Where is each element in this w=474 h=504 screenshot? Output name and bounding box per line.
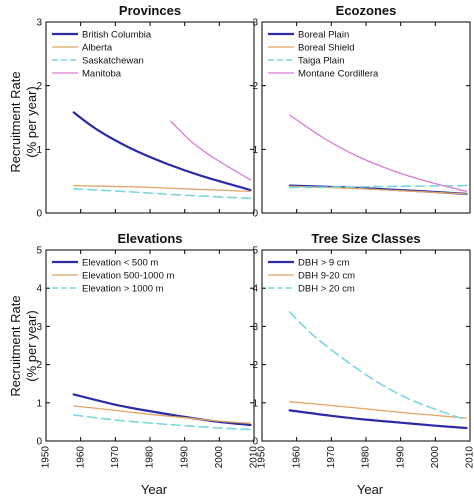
x-tick-label: 2010 <box>465 446 474 469</box>
legend-label: Elevation 500-1000 m <box>82 271 175 282</box>
series-line-elevation-1000-m <box>72 414 252 431</box>
legend-label: Elevation < 500 m <box>82 258 158 269</box>
series-line-manitoba <box>170 120 252 181</box>
x-tick-label: 1960 <box>75 446 86 469</box>
series-line-boreal-shield <box>289 185 468 195</box>
y-tick-label: 2 <box>36 360 42 371</box>
y-tick-label: 3 <box>252 18 258 29</box>
panel-title: Ecozones <box>336 3 397 18</box>
series-line-dbh-9-20-cm <box>289 401 468 419</box>
x-axis-label-left: Year <box>141 482 168 497</box>
panel-ecozones: Ecozones 0 1 2 3 Boreal Plain Boreal Shield Tai… <box>252 3 471 220</box>
y-tick-label: 3 <box>36 322 42 333</box>
y-tick-label: 3 <box>252 322 258 333</box>
y-tick-label: 1 <box>252 398 258 409</box>
x-tick-label: 2000 <box>430 446 441 469</box>
x-tick-label: 1990 <box>395 446 406 469</box>
x-tick-label: 1980 <box>361 446 372 469</box>
legend-label: Alberta <box>82 43 113 54</box>
y-tick-label: 1 <box>36 145 42 156</box>
legend-label: DBH > 9 cm <box>298 258 350 269</box>
series-line-elevation-500-m <box>72 393 252 427</box>
panel-provinces: Provinces 0 1 2 3 British Columbia Alberta Sask… <box>36 3 255 220</box>
y-axis-label-top-units: (% per year) <box>24 86 39 158</box>
legend-label: Boreal Plain <box>298 30 349 41</box>
panel-title: Provinces <box>119 3 181 18</box>
x-tick-label: 1980 <box>145 446 156 469</box>
y-tick-label: 1 <box>36 398 42 409</box>
x-tick-label: 2010 <box>249 446 260 469</box>
series-line-taiga-plain <box>288 184 468 189</box>
panel-tree-size-classes: Tree Size Classes 0 1 2 3 4 5 1950 1960 1970 1980 1… <box>252 231 474 468</box>
series-line-saskatchewan <box>72 188 252 200</box>
y-tick-label: 4 <box>36 284 42 295</box>
legend-label: Boreal Shield <box>298 43 355 54</box>
legend-label: DBH 9-20 cm <box>298 271 355 282</box>
series-line-montane-cordillera <box>289 114 468 193</box>
legend-label: Taiga Plain <box>298 56 344 67</box>
series-line-british-columbia <box>72 111 252 192</box>
x-tick-label: 1990 <box>179 446 190 469</box>
x-tick-label: 1960 <box>291 446 302 469</box>
y-tick-label: 2 <box>252 360 258 371</box>
series-line-elevation-500-1000-m <box>73 405 252 425</box>
y-tick-label: 4 <box>252 284 258 295</box>
panel-elevations: Elevations 0 1 2 3 4 5 1950 1960 1970 1980 1990 2000… <box>36 231 259 468</box>
chart-panels: Provinces 0 1 2 3 British Columbia Alberta Sask… <box>36 3 474 468</box>
legend-label: Saskatchewan <box>82 56 144 67</box>
x-tick-label: 2000 <box>214 446 225 469</box>
legend-label: Elevation > 1000 m <box>82 284 164 295</box>
y-axis-label-top: Recruitment Rate <box>8 71 23 172</box>
y-axis-label-bottom: Recruitment Rate <box>8 295 23 396</box>
series-line-dbh-9-cm <box>288 409 468 430</box>
plot-frame <box>45 21 255 214</box>
x-tick-label: 1970 <box>110 446 121 469</box>
series-line-dbh-20-cm <box>288 311 468 421</box>
y-tick-label: 1 <box>252 145 258 156</box>
y-tick-label: 3 <box>36 18 42 29</box>
legend-label: DBH > 20 cm <box>298 284 355 295</box>
x-tick-label: 1950 <box>257 446 268 469</box>
y-tick-label: 0 <box>252 437 258 448</box>
x-tick-label: 1950 <box>41 446 52 469</box>
y-tick-label: 0 <box>36 209 42 220</box>
y-tick-label: 2 <box>36 81 42 92</box>
legend-label: Montane Cordillera <box>298 69 379 80</box>
panel-title: Tree Size Classes <box>311 231 420 246</box>
x-axis-label-right: Year <box>357 482 384 497</box>
legend-label: British Columbia <box>82 30 152 41</box>
y-axis-label-bottom-units: (% per year) <box>24 310 39 382</box>
y-tick-label: 5 <box>36 246 42 257</box>
x-tick-label: 1970 <box>326 446 337 469</box>
panel-title: Elevations <box>117 231 182 246</box>
y-tick-label: 0 <box>252 209 258 220</box>
y-tick-label: 5 <box>252 246 258 257</box>
legend-label: Manitoba <box>82 69 122 80</box>
plot-frame <box>261 249 471 442</box>
series-line-alberta <box>73 184 252 193</box>
y-tick-label: 0 <box>36 437 42 448</box>
y-tick-label: 2 <box>252 81 258 92</box>
